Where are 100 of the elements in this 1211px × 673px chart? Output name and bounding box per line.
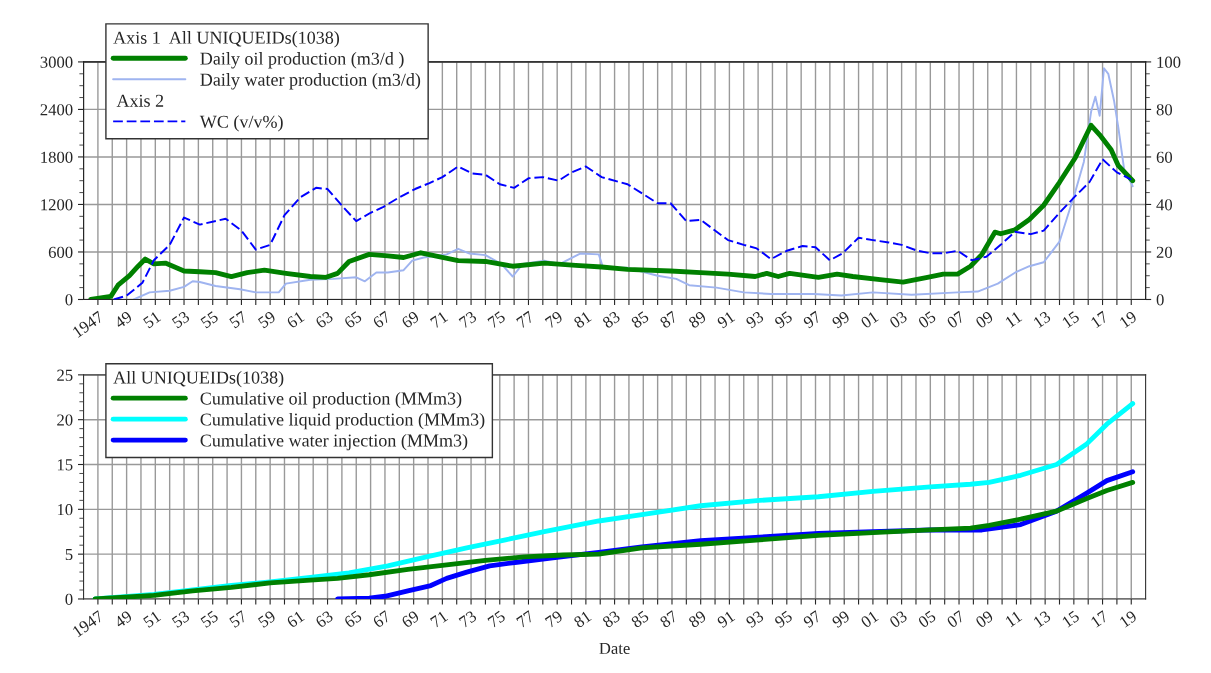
x-tick-label: 83 — [601, 610, 621, 629]
legend-label: Daily oil production (m3/d ) — [200, 52, 404, 69]
x-tick-label: 59 — [257, 610, 277, 628]
x-tick-label: 91 — [716, 310, 736, 329]
legend-label: Daily water production (m3/d) — [200, 73, 421, 90]
x-tick-label: 81 — [573, 610, 592, 629]
x-tick-label: 63 — [314, 610, 334, 629]
x-tick-label: 51 — [142, 310, 162, 329]
x-tick-label: 11 — [1004, 310, 1023, 328]
y-tick-label: 0 — [65, 294, 73, 306]
x-tick-label: 79 — [544, 310, 564, 329]
y-tick-label: 0 — [65, 593, 73, 605]
x-tick-label: 93 — [745, 610, 765, 629]
x-tick-label: 15 — [1061, 310, 1081, 329]
x-tick-label: 83 — [601, 310, 621, 329]
x-tick-label: 1947 — [72, 610, 105, 638]
y-tick-label: 600 — [48, 246, 73, 258]
x-tick-label: 15 — [1061, 610, 1081, 628]
line-series — [92, 480, 1136, 599]
x-tick-label: 91 — [716, 610, 736, 629]
x-tick-label: 87 — [659, 310, 679, 329]
legend-label: Cumulative liquid production (MMm3) — [200, 412, 485, 430]
y2-tick-label: 20 — [1156, 246, 1173, 258]
y-tick-label: 20 — [57, 414, 73, 426]
x-tick-label: 49 — [113, 310, 133, 329]
x-tick-label: 69 — [400, 310, 420, 329]
x-tick-label: 03 — [888, 610, 908, 629]
x-tick-label: 11 — [1004, 610, 1023, 628]
x-tick-label: 87 — [659, 610, 679, 629]
x-tick-label: 97 — [802, 610, 822, 629]
x-tick-label: 89 — [687, 610, 707, 629]
x-tick-label: 13 — [1032, 310, 1052, 329]
x-tick-label: 19 — [1119, 310, 1138, 329]
x-tick-label: 67 — [372, 610, 392, 629]
x-tick-label: 79 — [544, 610, 564, 628]
x-tick-label: 85 — [630, 310, 650, 329]
x-tick-label: 57 — [228, 610, 248, 628]
x-tick-label: 51 — [142, 610, 162, 628]
x-tick-label: 61 — [286, 610, 305, 629]
x-tick-label: 57 — [228, 310, 248, 329]
x-tick-label: 99 — [831, 310, 851, 329]
x-tick-label: 17 — [1090, 610, 1109, 628]
legend-title: All UNIQUEIDs(1038) — [113, 370, 284, 388]
line-series — [112, 158, 1133, 300]
y-tick-label: 1800 — [41, 151, 73, 163]
x-tick-label: 59 — [257, 310, 277, 329]
y-tick-label: 1200 — [41, 199, 73, 211]
x-tick-label: 95 — [773, 310, 793, 329]
y-tick-label: 3000 — [40, 56, 73, 68]
y2-tick-label: 60 — [1156, 151, 1173, 163]
x-tick-label: 95 — [773, 610, 793, 629]
x-tick-label: 01 — [860, 310, 879, 329]
x-tick-label: 71 — [429, 310, 449, 329]
y2-tick-label: 80 — [1156, 104, 1173, 116]
x-tick-label: 19 — [1119, 610, 1138, 628]
y2-tick-label: 0 — [1156, 294, 1164, 306]
x-tick-label: 81 — [573, 310, 592, 329]
legend-title: Axis 1 All UNIQUEIDs(1038) — [113, 31, 340, 48]
y-tick-label: 2400 — [40, 104, 73, 116]
x-tick-label: 09 — [974, 610, 994, 629]
x-tick-label: 61 — [286, 310, 305, 329]
x-tick-label: 77 — [516, 610, 535, 628]
annotation: Axis 2 — [116, 94, 164, 107]
x-tick-label: 53 — [171, 610, 191, 628]
y2-tick-label: 40 — [1156, 199, 1173, 211]
y-tick-label: 10 — [57, 504, 73, 516]
x-tick-label: 97 — [802, 310, 822, 329]
x-tick-label: 55 — [200, 610, 219, 628]
x-tick-label: 03 — [888, 310, 908, 329]
x-tick-label: 49 — [113, 610, 133, 629]
x-tick-label: 67 — [372, 310, 392, 329]
x-tick-label: 65 — [343, 610, 363, 629]
x-tick-label: 05 — [917, 310, 937, 329]
x-tick-label: 69 — [400, 610, 420, 629]
legend-label: Cumulative oil production (MMm3) — [200, 391, 462, 409]
y-tick-label: 15 — [57, 459, 73, 471]
x-tick-label: 65 — [343, 310, 363, 329]
x-tick-label: 63 — [314, 310, 334, 329]
x-tick-label: 89 — [687, 310, 707, 329]
x-tick-label: 73 — [458, 610, 478, 628]
x-tick-label: 85 — [630, 610, 650, 629]
y-tick-label: 25 — [57, 369, 73, 381]
x-axis-title: Date — [599, 642, 630, 655]
x-tick-label: 55 — [200, 310, 219, 329]
x-tick-label: 73 — [458, 310, 478, 329]
x-tick-label: 01 — [860, 610, 879, 629]
y-tick-label: 5 — [65, 549, 73, 561]
x-tick-label: 07 — [946, 610, 966, 629]
legend-label: Cumulative water injection (MMm3) — [200, 433, 468, 451]
y2-tick-label: 100 — [1157, 56, 1181, 68]
x-tick-label: 99 — [831, 610, 851, 629]
legend-label: WC (v/v%) — [199, 115, 283, 132]
x-tick-label: 13 — [1032, 610, 1052, 628]
x-tick-label: 93 — [745, 310, 765, 329]
x-tick-label: 75 — [487, 610, 506, 628]
x-tick-label: 75 — [487, 310, 506, 329]
x-tick-label: 17 — [1090, 310, 1109, 329]
x-tick-label: 71 — [429, 610, 449, 628]
x-tick-label: 09 — [974, 310, 994, 329]
x-tick-label: 05 — [917, 610, 937, 629]
